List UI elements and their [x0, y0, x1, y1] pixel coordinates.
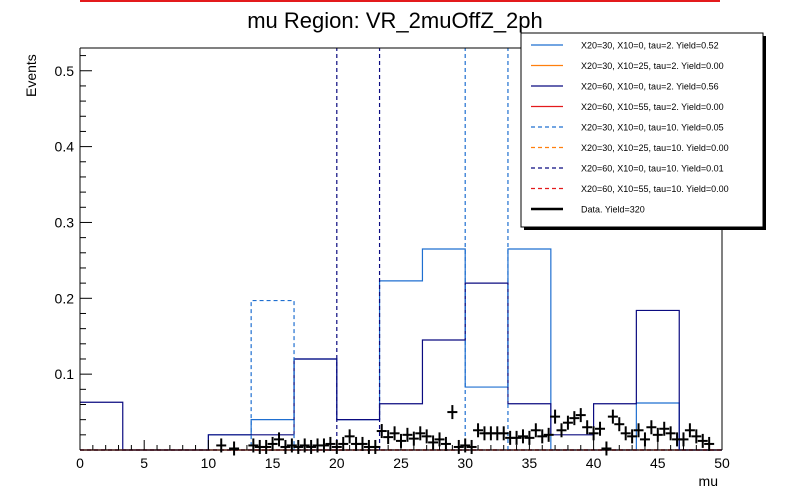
- legend-label: X20=60, X10=55, tau=2. Yield=0.00: [581, 102, 724, 112]
- legend: X20=30, X10=0, tau=2. Yield=0.52 X20=30, …: [520, 32, 766, 230]
- data-point: [408, 431, 419, 446]
- y-tick-label: 0.2: [55, 290, 75, 306]
- data-point: [620, 426, 631, 441]
- x-tick-label: 35: [522, 455, 538, 471]
- legend-label: X20=30, X10=25, tau=2. Yield=0.00: [581, 61, 724, 71]
- legend-label: X20=60, X10=0, tau=2. Yield=0.56: [581, 82, 719, 92]
- data-point: [556, 423, 567, 438]
- series-2-histogram: [80, 282, 722, 451]
- data-point: [383, 430, 394, 445]
- x-tick-label: 50: [714, 455, 730, 471]
- data-point: [614, 417, 625, 432]
- legend-label: Data. Yield=320: [581, 205, 645, 215]
- data-point: [274, 432, 285, 447]
- legend-entry: X20=30, X10=0, tau=10. Yield=0.05: [531, 123, 724, 133]
- legend-entry: X20=30, X10=0, tau=2. Yield=0.52: [531, 41, 719, 51]
- x-tick-label: 0: [76, 455, 84, 471]
- legend-entry: X20=60, X10=0, tau=10. Yield=0.01: [531, 164, 724, 174]
- legend-entry: X20=30, X10=25, tau=10. Yield=0.00: [531, 143, 729, 153]
- legend-label: X20=60, X10=0, tau=10. Yield=0.01: [581, 164, 724, 174]
- y-axis-label: Events: [23, 54, 39, 97]
- axes: 0 5 10 15 20 25 30 35 40 45 50 0.1 0.2 0.3 0.4 0.5: [55, 47, 730, 471]
- data-point: [562, 415, 573, 430]
- data-point: [633, 423, 644, 438]
- chart-title: mu Region: VR_2muOffZ_2ph: [247, 8, 543, 33]
- data-point: [530, 423, 541, 438]
- data-point: [627, 429, 638, 444]
- data-point: [691, 429, 702, 444]
- y-tick-label: 0.1: [55, 366, 75, 382]
- data-point: [665, 426, 676, 441]
- data-point: [473, 423, 484, 438]
- data-point: [639, 432, 650, 447]
- data-point: [338, 436, 349, 451]
- x-axis-label: mu: [699, 473, 718, 489]
- data-point: [440, 436, 451, 451]
- series-0-histogram: [80, 248, 722, 451]
- data-point: [376, 424, 387, 439]
- x-tick-label: 30: [457, 455, 473, 471]
- x-tick-label: 10: [201, 455, 217, 471]
- data-point: [659, 421, 670, 436]
- data-point: [543, 427, 554, 442]
- legend-label: X20=30, X10=0, tau=10. Yield=0.05: [581, 123, 724, 133]
- data-point: [582, 420, 593, 435]
- legend-entry: X20=30, X10=25, tau=2. Yield=0.00: [531, 61, 724, 71]
- data-point: [453, 439, 464, 454]
- data-point: [517, 429, 528, 444]
- legend-entry: Data. Yield=320: [531, 205, 645, 215]
- legend-label: X20=60, X10=55, tau=10. Yield=0.00: [581, 184, 729, 194]
- data-point: [595, 421, 606, 436]
- y-tick-label: 0.5: [55, 63, 75, 79]
- data-point: [652, 427, 663, 442]
- data-point: [402, 427, 413, 442]
- data-point: [415, 426, 426, 441]
- data-point: [428, 435, 439, 450]
- x-tick-label: 25: [393, 455, 409, 471]
- data-point: [569, 411, 580, 426]
- data-point: [498, 426, 509, 441]
- x-tick-label: 40: [586, 455, 602, 471]
- data-point: [550, 409, 561, 424]
- data-point: [466, 439, 477, 454]
- legend-entry: X20=60, X10=55, tau=2. Yield=0.00: [531, 102, 724, 112]
- data-point: [588, 426, 599, 441]
- data-point: [434, 432, 445, 447]
- data-point: [447, 405, 458, 420]
- data-point: [389, 426, 400, 441]
- data-point: [511, 430, 522, 445]
- legend-entry: X20=60, X10=55, tau=10. Yield=0.00: [531, 184, 729, 194]
- data-point: [697, 433, 708, 448]
- y-tick-label: 0.4: [55, 139, 75, 155]
- data-point: [678, 432, 689, 447]
- data-point: [421, 429, 432, 444]
- x-tick-label: 45: [650, 455, 666, 471]
- data-point: [261, 439, 272, 454]
- data-point: [344, 429, 355, 444]
- x-tick-label: 5: [140, 455, 148, 471]
- y-tick-label: 0.3: [55, 214, 75, 230]
- data-point: [575, 408, 586, 423]
- legend-label: X20=30, X10=0, tau=2. Yield=0.52: [581, 41, 719, 51]
- data-point: [684, 423, 695, 438]
- data-point: [537, 429, 548, 444]
- data-point: [325, 436, 336, 451]
- x-tick-label: 20: [329, 455, 345, 471]
- legend-label: X20=30, X10=25, tau=10. Yield=0.00: [581, 143, 729, 153]
- data-point: [646, 420, 657, 435]
- x-tick-label: 15: [265, 455, 281, 471]
- legend-entry: X20=60, X10=0, tau=2. Yield=0.56: [531, 82, 719, 92]
- data-point: [607, 409, 618, 424]
